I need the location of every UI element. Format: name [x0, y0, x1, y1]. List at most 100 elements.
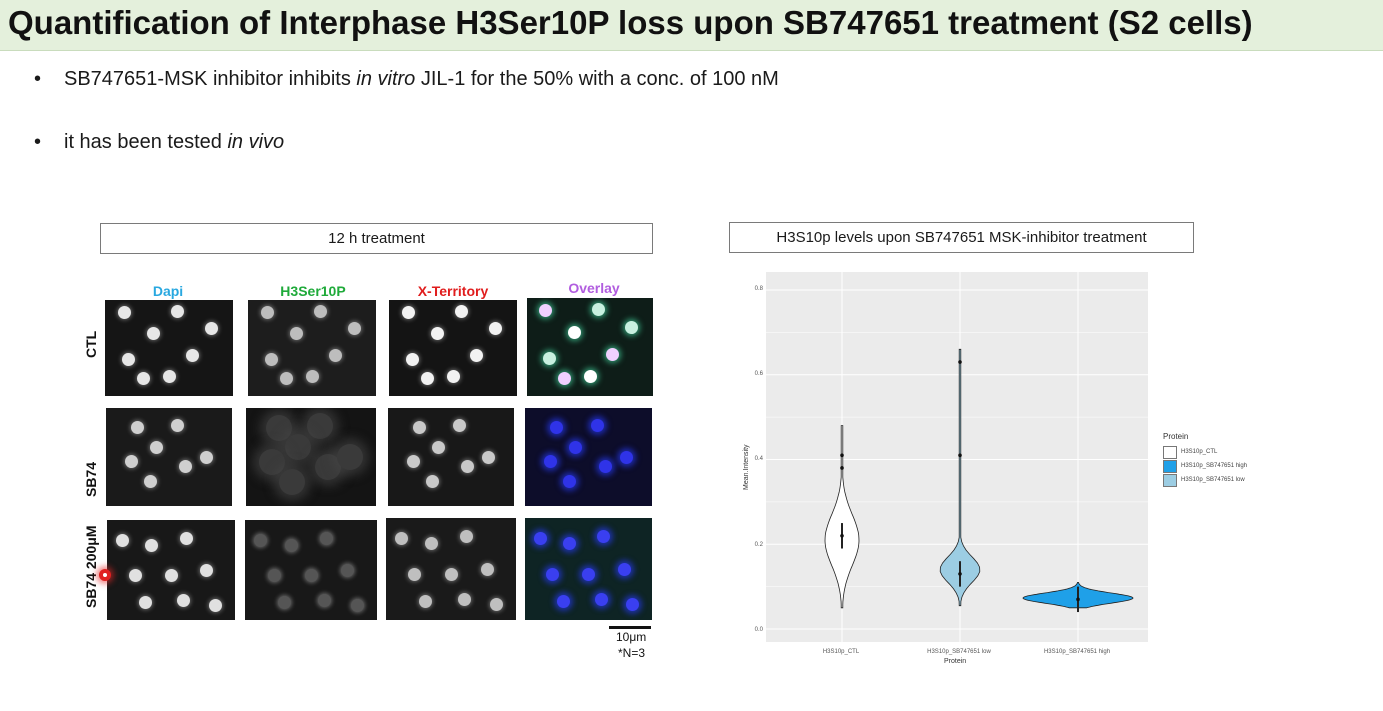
- x-tick-label: H3S10p_SB747651 low: [927, 649, 991, 655]
- legend-key-ctl: [1163, 446, 1177, 459]
- nucleus-spot: [590, 419, 604, 433]
- y-tick-label: 0.4: [754, 456, 763, 462]
- nucleus-spot: [558, 371, 572, 385]
- micrograph-tile: [248, 300, 376, 396]
- violin-shape: [939, 348, 981, 607]
- nucleus-spot: [347, 322, 361, 336]
- nucleus-spot: [406, 455, 420, 469]
- nucleus-spot: [582, 567, 595, 581]
- nucleus-spot: [185, 349, 199, 363]
- nucleus-spot: [425, 475, 439, 488]
- row-label-sb74: SB74: [83, 461, 99, 497]
- nucleus-spot: [200, 450, 214, 464]
- nucleus-spot: [562, 537, 576, 550]
- nucleus-spot: [533, 531, 547, 545]
- nucleus-spot: [482, 450, 496, 464]
- y-tick-label: 0.2: [754, 542, 763, 548]
- replicate-count-label: *N=3: [618, 646, 646, 660]
- slide-title-bar: Quantification of Interphase H3Ser10P lo…: [0, 0, 1383, 51]
- nucleus-spot: [597, 529, 611, 543]
- nucleus-spot: [395, 531, 409, 545]
- nucleus-spot: [594, 593, 608, 607]
- legend-key-low: [1163, 474, 1177, 487]
- nucleus-spot: [284, 538, 298, 552]
- nucleus-spot: [431, 440, 445, 454]
- scale-bar: [609, 626, 651, 629]
- nucleus-spot: [314, 305, 328, 319]
- nucleus-spot: [131, 421, 144, 435]
- nucleus-spot: [460, 529, 474, 543]
- nucleus-spot: [171, 305, 185, 319]
- nucleus-spot: [305, 370, 319, 384]
- nucleus-spot: [401, 305, 415, 319]
- micrograph-tile: [527, 298, 653, 396]
- nucleus-spot: [254, 533, 268, 547]
- bullet-1-text: SB747651-MSK inhibitor inhibits in vitro…: [64, 68, 779, 90]
- micrograph-tile: [389, 300, 517, 396]
- nucleus-spot: [568, 325, 582, 339]
- nucleus-spot: [546, 567, 560, 581]
- nucleus-spot: [260, 305, 274, 319]
- nucleus-spot: [265, 414, 292, 441]
- nucleus-spot: [408, 567, 422, 581]
- nucleus-spot: [444, 567, 458, 581]
- nucleus-spot: [488, 322, 502, 336]
- row-label-ctl: CTL: [83, 330, 99, 358]
- nucleus-spot: [569, 440, 583, 454]
- y-tick-label: 0.6: [754, 371, 763, 377]
- micrograph-tile: [525, 518, 652, 620]
- nucleus-spot: [171, 419, 185, 433]
- nucleus-spot: [620, 450, 634, 464]
- nucleus-spot: [606, 348, 620, 362]
- y-axis-title: Mean.Intensity: [743, 444, 750, 490]
- nucleus-spot: [209, 598, 223, 612]
- nucleus-spot: [455, 305, 469, 319]
- x-axis-title: Protein: [944, 658, 967, 665]
- micrograph-tile: [388, 408, 514, 506]
- nucleus-spot: [592, 303, 606, 317]
- violin-outlier-point: [958, 360, 962, 364]
- scale-bar-label: 10μm: [616, 630, 647, 644]
- nucleus-spot: [290, 327, 304, 341]
- nucleus-spot: [164, 568, 178, 582]
- micrograph-tile: [525, 408, 652, 506]
- column-label-overlay: Overlay: [568, 280, 620, 296]
- nucleus-spot: [350, 598, 364, 612]
- nucleus-spot: [178, 460, 192, 474]
- micrograph-tile: [105, 300, 233, 396]
- nucleus-spot: [124, 455, 138, 469]
- nucleus-spot: [480, 562, 494, 576]
- nucleus-spot: [149, 440, 163, 454]
- legend-key-high: [1163, 460, 1177, 473]
- nucleus-spot: [200, 563, 214, 577]
- nucleus-spot: [453, 419, 467, 433]
- nucleus-spot: [304, 568, 318, 582]
- nucleus-spot: [418, 595, 432, 609]
- nucleus-spot: [425, 537, 438, 550]
- slide-title: Quantification of Interphase H3Ser10P lo…: [8, 4, 1253, 41]
- x-tick-label: H3S10p_SB747651 high: [1043, 649, 1111, 655]
- nucleus-spot: [337, 444, 363, 470]
- treatment-header-box: 12 h treatment: [100, 223, 653, 254]
- nucleus-spot: [147, 327, 161, 341]
- nucleus-spot: [162, 370, 176, 384]
- legend-title: Protein: [1163, 432, 1189, 441]
- bullet-marker: •: [34, 68, 42, 90]
- violin-outlier-point: [840, 453, 844, 458]
- legend-item-low: H3S10p_SB747651 low: [1181, 477, 1245, 483]
- micrograph-tile: [106, 408, 232, 506]
- chart-header-box: H3S10p levels upon SB747651 MSK-inhibito…: [729, 222, 1194, 253]
- nucleus-spot: [625, 320, 639, 334]
- column-label-x-territory: X-Territory: [417, 283, 489, 299]
- nucleus-spot: [121, 353, 135, 367]
- column-label-dapi: Dapi: [152, 283, 184, 299]
- nucleus-spot: [617, 562, 631, 576]
- violin-outlier-point: [840, 466, 844, 470]
- nucleus-spot: [328, 349, 342, 363]
- nucleus-spot: [539, 304, 553, 318]
- nucleus-spot: [562, 475, 576, 488]
- nucleus-spot: [278, 468, 305, 495]
- nucleus-spot: [285, 434, 311, 461]
- nucleus-spot: [550, 421, 564, 435]
- micrograph-tile: [107, 520, 235, 620]
